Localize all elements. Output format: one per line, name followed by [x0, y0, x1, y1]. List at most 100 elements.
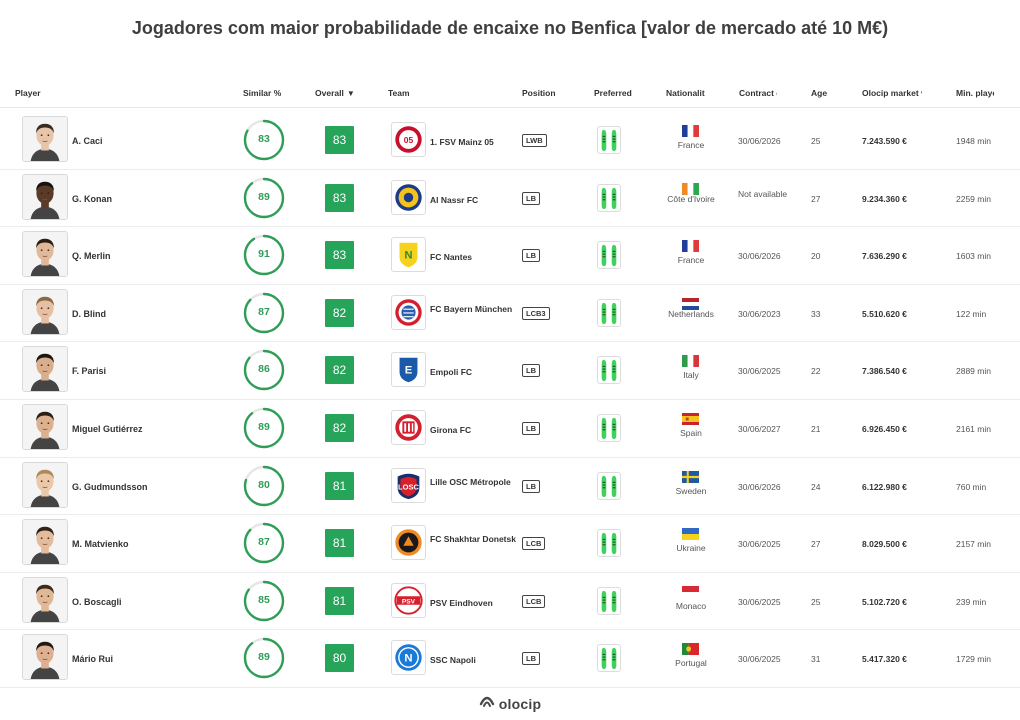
alnassr-icon[interactable] — [391, 179, 426, 215]
similarity-ring: 89 — [242, 176, 286, 220]
col-header-market-value[interactable]: Olocip market v — [862, 88, 922, 98]
col-header-player[interactable]: Player — [15, 88, 41, 98]
preferred-foot-icon — [597, 298, 621, 327]
team-name[interactable]: Girona FC — [430, 425, 472, 435]
position-badge: LB — [522, 191, 540, 205]
psv-icon[interactable]: PSV — [391, 582, 426, 618]
svg-text:05: 05 — [404, 135, 414, 145]
nantes-icon[interactable]: N — [391, 237, 426, 273]
player-photo[interactable] — [22, 634, 68, 681]
girona-icon[interactable] — [391, 410, 426, 445]
table-row[interactable]: F. Parisi 86 82 E Empoli FC LB Italy 30/06/2025… — [0, 342, 1020, 400]
preferred-foot-icon — [597, 241, 621, 270]
player-photo[interactable] — [22, 404, 68, 450]
player-name[interactable]: M. Matvienko — [72, 539, 129, 550]
bayern-icon[interactable] — [391, 294, 426, 330]
age: 20 — [811, 251, 821, 262]
player-photo[interactable] — [22, 231, 68, 278]
preferred-foot-icon — [597, 529, 621, 558]
player-name[interactable]: G. Gudmundsson — [72, 481, 148, 492]
player-photo[interactable] — [22, 576, 68, 623]
player-name[interactable]: A. Caci — [72, 136, 103, 146]
spain-flag-icon — [682, 413, 699, 425]
col-header-age[interactable]: Age — [811, 88, 828, 98]
team-name[interactable]: SSC Napoli — [430, 655, 476, 666]
similarity-ring: 86 — [242, 348, 286, 392]
col-header-position[interactable]: Position — [522, 88, 556, 98]
age: 33 — [811, 308, 821, 319]
player-photo[interactable] — [22, 288, 68, 335]
team-name[interactable]: FC Bayern München — [430, 303, 513, 314]
lille-icon[interactable]: LOSC — [391, 467, 426, 503]
mainz-icon[interactable]: 05 — [391, 122, 426, 157]
table-row[interactable]: D. Blind 87 82 FC Bayern München LCB3 Netherl… — [0, 285, 1020, 343]
age: 25 — [811, 136, 821, 146]
nationality: Sweden — [675, 485, 707, 496]
empoli-icon[interactable]: E — [391, 352, 426, 388]
col-header-contract[interactable]: Contract e — [739, 88, 777, 98]
position-badge: LCB3 — [522, 306, 550, 320]
team-name[interactable]: FC Shakhtar Donetsk — [430, 534, 516, 545]
position-badge: LB — [522, 652, 540, 666]
col-header-team[interactable]: Team — [388, 88, 410, 98]
col-header-nationality[interactable]: Nationalit — [666, 88, 705, 98]
preferred-foot-icon — [597, 586, 621, 615]
overall-score: 81 — [325, 529, 354, 558]
ivorycoast-flag-icon — [682, 182, 699, 195]
player-name[interactable]: Miguel Gutiérrez — [72, 424, 143, 434]
similarity-value: 89 — [258, 651, 270, 664]
player-photo[interactable] — [22, 461, 68, 508]
contract-expiry: 30/06/2023 — [738, 308, 781, 319]
team-name[interactable]: FC Nantes — [430, 252, 473, 263]
team-name[interactable]: Empoli FC — [430, 367, 473, 378]
table-row[interactable]: Q. Merlin 91 83 N FC Nantes LB France 30/06/202… — [0, 227, 1020, 285]
market-value: 5.510.620 € — [862, 308, 907, 319]
table-row[interactable]: A. Caci 83 83 05 1. FSV Mainz 05 LWB France 30/… — [0, 112, 1020, 170]
col-header-overall-label: Overall — [315, 88, 344, 98]
player-photo[interactable] — [22, 519, 68, 566]
minutes-played: 1729 min — [956, 654, 991, 665]
age: 27 — [811, 539, 821, 550]
svg-text:N: N — [404, 250, 412, 262]
table-row[interactable]: G. Konan 89 83 Al Nassr FC LB Côte d'Ivoire No… — [0, 170, 1020, 228]
player-name[interactable]: Q. Merlin — [72, 251, 111, 262]
overall-score: 81 — [325, 586, 354, 615]
player-photo[interactable] — [22, 173, 68, 220]
sweden-flag-icon — [682, 470, 699, 483]
table-row[interactable]: G. Gudmundsson 80 81 LOSC Lille OSC Métropol… — [0, 458, 1020, 516]
team-name[interactable]: 1. FSV Mainz 05 — [430, 137, 494, 147]
napoli-icon[interactable]: N — [391, 640, 426, 676]
team-name[interactable]: Lille OSC Métropole — [430, 476, 511, 487]
player-name[interactable]: Mário Rui — [72, 654, 114, 665]
col-header-overall[interactable]: Overall ▼ — [315, 88, 355, 98]
player-name[interactable]: F. Parisi — [72, 366, 107, 377]
col-header-similar[interactable]: Similar % — [243, 88, 282, 98]
player-photo[interactable] — [22, 116, 68, 162]
player-name[interactable]: G. Konan — [72, 193, 112, 204]
player-name[interactable]: D. Blind — [72, 308, 106, 319]
table-row[interactable]: Miguel Gutiérrez 89 82 Girona FC LB Spain 30/0… — [0, 400, 1020, 458]
nationality: Monaco — [675, 600, 707, 611]
similarity-value: 89 — [258, 190, 270, 203]
overall-score: 83 — [325, 241, 354, 270]
monaco-flag-icon — [682, 585, 699, 598]
market-value: 7.386.540 € — [862, 366, 907, 377]
table-row[interactable]: O. Boscagli 85 81 PSV PSV Eindhoven LCB Monaco… — [0, 573, 1020, 631]
table-row[interactable]: M. Matvienko 87 81 FC Shakhtar Donetsk LCB Uk… — [0, 515, 1020, 573]
portugal-flag-icon — [682, 643, 699, 656]
player-photo[interactable] — [22, 346, 68, 393]
market-value: 8.029.500 € — [862, 539, 907, 550]
similarity-value: 91 — [258, 248, 270, 261]
col-header-min-played[interactable]: Min. playe — [956, 88, 994, 98]
overall-score: 81 — [325, 471, 354, 500]
minutes-played: 122 min — [956, 308, 987, 319]
col-header-preferred[interactable]: Preferred — [594, 88, 632, 98]
contract-expiry: Not available — [738, 188, 788, 199]
nationality: France — [677, 255, 705, 266]
player-name[interactable]: O. Boscagli — [72, 596, 122, 607]
team-name[interactable]: PSV Eindhoven — [430, 597, 493, 608]
table-header: Player Similar % Overall ▼ Team Position … — [0, 82, 1020, 108]
shakhtar-icon[interactable] — [391, 525, 426, 561]
team-name[interactable]: Al Nassr FC — [430, 194, 479, 205]
table-row[interactable]: Mário Rui 89 80 N SSC Napoli LB Portugal 30/06/… — [0, 630, 1020, 688]
